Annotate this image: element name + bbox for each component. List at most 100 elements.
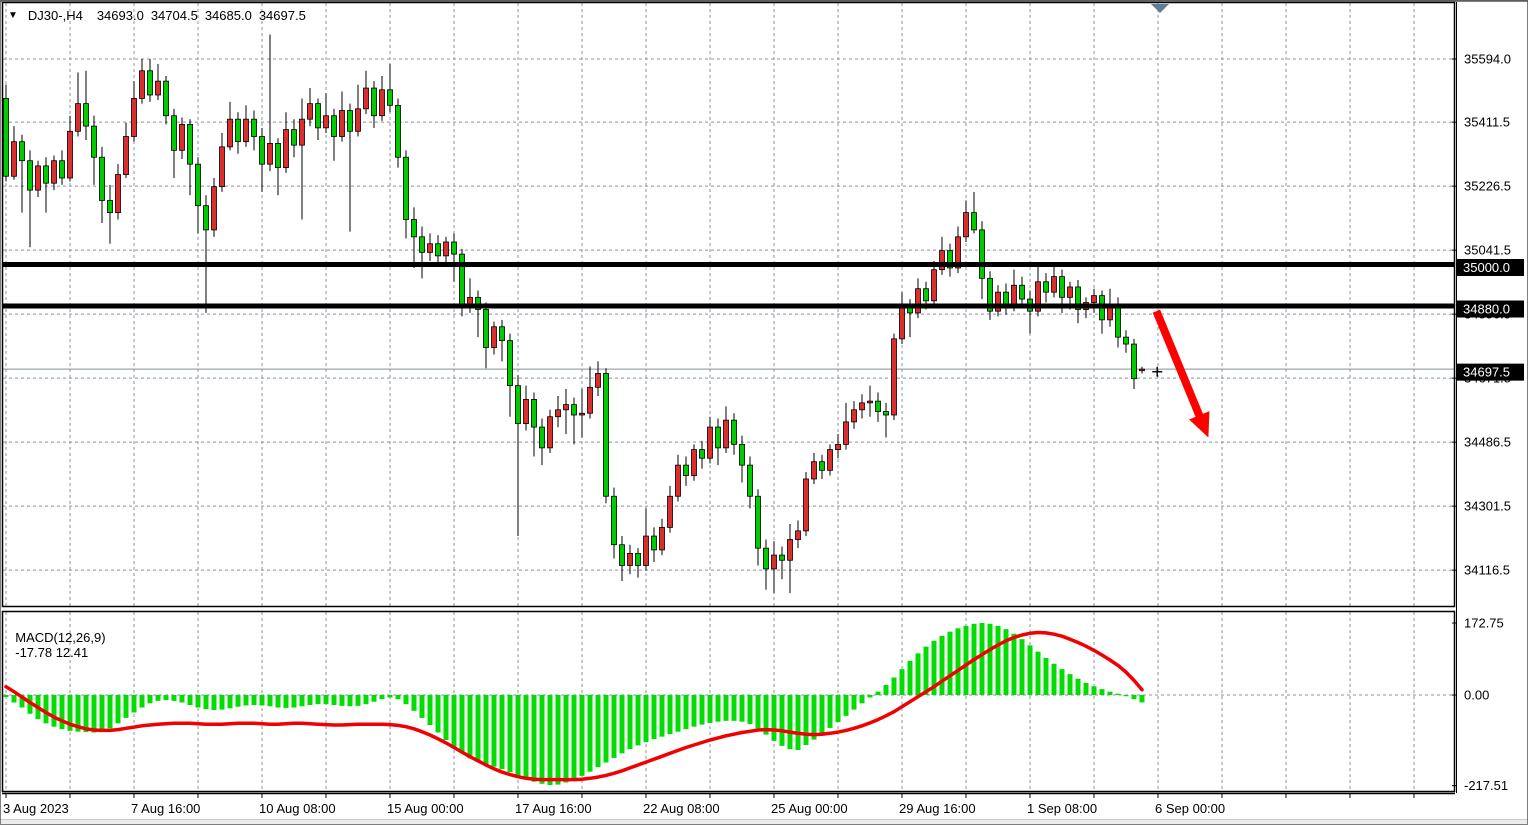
candle-body: [579, 412, 585, 416]
macd-signal-line: [4, 630, 1144, 782]
candle-body: [1043, 281, 1049, 293]
price-badge-label: 34697.5: [1463, 365, 1510, 380]
macd-bar: [139, 695, 145, 708]
price-badge-bg: [1457, 363, 1524, 381]
macd-bar: [347, 695, 353, 707]
time-tick-label: 1 Sep 08:00: [1027, 801, 1097, 816]
time-tick-label: 15 Aug 00:00: [387, 801, 464, 816]
price-tick-label: 34301.5: [1464, 499, 1511, 514]
macd-bar: [203, 695, 209, 710]
candle-body: [755, 495, 761, 549]
candle-body: [515, 385, 521, 425]
macd-bar: [339, 695, 345, 706]
candle-body: [787, 539, 793, 561]
candle-body: [659, 527, 665, 551]
macd-name-label: MACD(12,26,9): [15, 630, 106, 645]
candle-body: [995, 291, 1001, 312]
candle-body: [107, 200, 113, 214]
macd-bar: [51, 695, 57, 727]
candle-body: [819, 461, 825, 471]
candle-body: [827, 449, 833, 471]
candle-body: [1035, 281, 1041, 312]
macd-bar: [195, 695, 201, 708]
arrow-head: [1189, 411, 1210, 438]
macd-bar: [707, 695, 713, 723]
macd-bar: [19, 695, 25, 708]
title-low-value: 34685.0: [204, 8, 252, 23]
candle-body: [283, 129, 289, 169]
macd-bar: [795, 695, 801, 751]
macd-bar: [771, 695, 777, 741]
macd-bar: [931, 640, 937, 695]
macd-bar: [779, 695, 785, 746]
macd-bar: [979, 623, 985, 695]
candle-body: [979, 229, 985, 279]
time-tick-label: 10 Aug 08:00: [259, 801, 336, 816]
scroll-to-end-marker-icon[interactable]: [1151, 4, 1169, 13]
macd-bar: [611, 695, 617, 758]
macd-bar: [83, 695, 89, 733]
candle-body: [931, 269, 937, 302]
candle-body: [619, 544, 625, 566]
macd-bar: [947, 631, 953, 695]
macd-bar: [43, 695, 49, 724]
candle-body: [475, 296, 481, 310]
macd-bar: [731, 695, 737, 721]
macd-bar: [667, 695, 673, 735]
price-tick-label: 34486.5: [1464, 435, 1511, 450]
candle-body: [611, 495, 617, 546]
macd-bar: [1107, 691, 1113, 695]
macd-bar: [171, 695, 177, 701]
candle-body: [275, 143, 281, 169]
candle-body: [571, 404, 577, 416]
candle-body: [155, 80, 161, 96]
candle-body: [67, 130, 73, 179]
macd-bar: [627, 695, 633, 750]
candle-body: [987, 277, 993, 312]
candle-body: [1115, 303, 1121, 338]
macd-bar: [163, 695, 169, 701]
macd-bar: [747, 695, 753, 725]
macd-bar: [259, 695, 265, 706]
candle-body: [635, 552, 641, 566]
macd-bar: [123, 695, 129, 718]
macd-bar: [1035, 651, 1041, 695]
macd-bar: [323, 695, 329, 705]
candle-body: [163, 80, 169, 117]
time-axis[interactable]: 3 Aug 2023 7 Aug 16:00 10 Aug 08:00 15 Aug …: [2, 792, 1455, 817]
candle-body: [435, 243, 441, 257]
candle-body: [427, 243, 433, 253]
macd-bar: [923, 646, 929, 695]
candle-body: [739, 443, 745, 466]
symbol-dropdown-icon[interactable]: ▼: [8, 9, 18, 21]
macd-bar: [1067, 674, 1073, 695]
candle-body: [963, 212, 969, 238]
macd-bar: [115, 695, 121, 724]
candle-body: [507, 340, 513, 386]
macd-bar: [315, 695, 321, 705]
macd-bar: [107, 695, 113, 729]
candle-body: [939, 250, 945, 271]
candle-body: [131, 98, 137, 137]
macd-bar: [763, 695, 769, 735]
price-badge-bg: [1457, 300, 1524, 318]
candle-body: [251, 118, 257, 137]
price-axis[interactable]: 35594.035411.535226.535041.534856.534671…: [1452, 2, 1524, 793]
macd-bar: [1099, 689, 1105, 695]
macd-bar: [875, 691, 881, 695]
macd-bar: [411, 695, 417, 711]
candle-body: [371, 87, 377, 117]
macd-bar: [571, 695, 577, 780]
candle-body: [331, 115, 337, 137]
candle-body: [683, 464, 689, 476]
candle-body: [347, 110, 353, 132]
macd-bar: [851, 695, 857, 710]
macd-bar: [307, 695, 313, 706]
candle-body: [179, 123, 185, 151]
down-arrow-annotation[interactable]: [1152, 309, 1210, 438]
candle-body: [595, 373, 601, 388]
macd-bar: [419, 695, 425, 718]
price-tick-label: 35594.0: [1464, 52, 1511, 67]
macd-bar: [891, 677, 897, 695]
